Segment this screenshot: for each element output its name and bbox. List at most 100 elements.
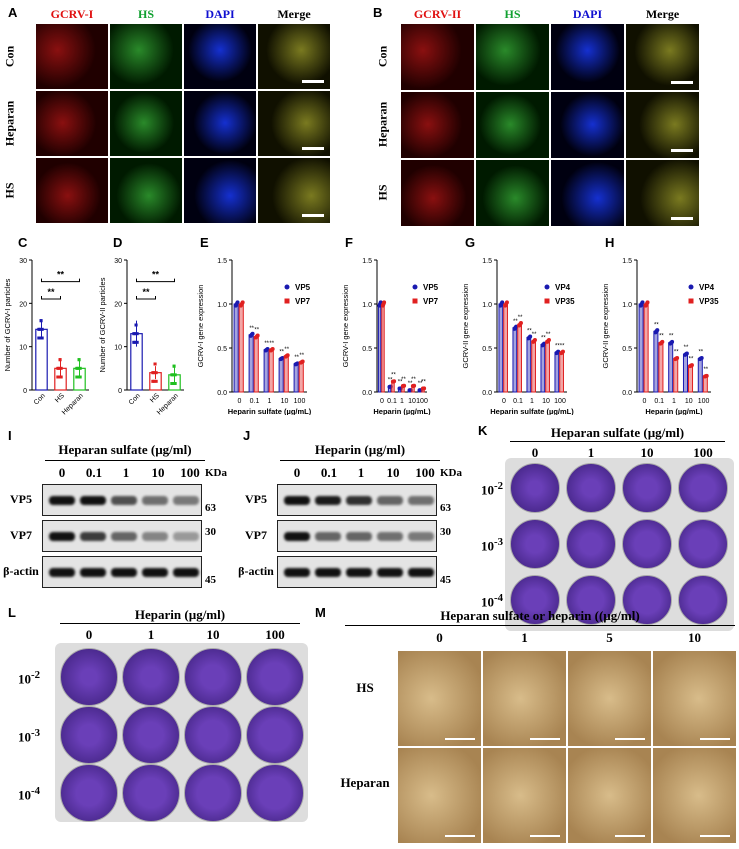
data-point <box>412 383 417 388</box>
y-tick-label: 0 <box>118 388 122 395</box>
significance-mark: ** <box>518 315 523 321</box>
column-label: 1 <box>587 445 595 460</box>
lane-label: 10 <box>386 465 400 480</box>
bar-VP35 <box>673 358 679 393</box>
column-header: Merge <box>645 7 680 21</box>
column-label: 1 <box>147 627 155 642</box>
micrograph <box>475 159 550 227</box>
y-tick-label: 0.0 <box>362 390 372 397</box>
row-label: Con <box>375 45 390 68</box>
protein-band <box>142 532 168 541</box>
blot-title: Heparin (µg/ml) <box>314 442 406 457</box>
legend-marker <box>284 284 290 290</box>
y-tick-label: 1.5 <box>482 258 492 265</box>
micrograph <box>475 91 550 159</box>
micrograph <box>257 157 331 224</box>
y-tick-label: 30 <box>114 258 122 265</box>
bar-VP35 <box>688 365 694 393</box>
x-tick-label: 1 <box>400 398 404 405</box>
bar-VP5 <box>263 349 269 393</box>
data-point <box>152 379 156 383</box>
data-point <box>660 339 665 344</box>
scale-bar <box>615 738 645 740</box>
lane-label: 0.1 <box>85 465 103 480</box>
data-point <box>402 383 407 388</box>
data-point <box>295 361 300 366</box>
data-point <box>56 366 60 370</box>
column-label: 10 <box>640 445 654 460</box>
micrograph <box>183 157 257 224</box>
significance-bracket <box>41 296 61 300</box>
data-point <box>556 349 561 354</box>
y-tick-label: 20 <box>19 301 27 308</box>
bar-VP35 <box>658 342 664 393</box>
data-point <box>40 336 44 340</box>
plate-title: Heparin (µg/ml) <box>134 607 226 622</box>
bar-VP4 <box>668 342 674 393</box>
data-point <box>518 321 523 326</box>
bar-VP4 <box>512 327 518 393</box>
bar-VP4 <box>682 353 689 393</box>
y-axis-label: Number of GCRV-I particles <box>3 278 12 371</box>
protein-band <box>49 568 75 577</box>
bar-VP35 <box>517 323 522 393</box>
micrograph <box>550 91 625 159</box>
scale-bar <box>302 80 324 83</box>
significance-mark: ** <box>546 332 551 338</box>
column-header: HS <box>504 7 521 21</box>
brightfield-image <box>397 747 482 844</box>
blot-title: Heparan sulfate (µg/ml) <box>58 442 192 457</box>
x-tick-label: Con <box>33 392 47 406</box>
data-point <box>300 359 305 364</box>
significance-mark: ** <box>284 347 289 353</box>
x-axis-label: Heparin (µg/mL) <box>373 407 431 415</box>
plaque-well <box>246 764 304 822</box>
column-label: 0 <box>531 445 539 460</box>
lane-label: 0.1 <box>320 465 338 480</box>
blot-row-label: β-actin <box>238 564 274 578</box>
x-tick-label: Heparan <box>156 392 180 415</box>
significance-mark: ** <box>152 270 160 280</box>
significance-mark: ** <box>689 357 694 363</box>
data-point <box>77 358 81 362</box>
panel-label: C <box>18 235 28 250</box>
plaque-well <box>184 764 242 822</box>
column-header: HS <box>137 7 154 21</box>
bar-VP5 <box>248 334 254 393</box>
x-axis-label: Heparin sulfate (µg/mL) <box>228 407 312 415</box>
y-tick-label: 1.0 <box>622 302 632 309</box>
legend-marker <box>284 298 290 304</box>
legend-marker <box>412 298 418 304</box>
row-label: 10-2 <box>480 480 504 498</box>
legend-label: VP5 <box>423 283 439 292</box>
significance-mark: ** <box>408 381 413 387</box>
data-point <box>39 319 43 323</box>
protein-band <box>49 532 75 541</box>
significance-mark: ** <box>401 377 406 383</box>
data-point <box>528 334 533 339</box>
column-label: 10 <box>688 630 701 645</box>
data-point <box>173 373 177 377</box>
significance-mark: ** <box>299 353 304 359</box>
y-tick-label: 1.5 <box>622 258 632 265</box>
significance-mark: ** <box>279 350 284 356</box>
title-underline <box>280 460 440 461</box>
scale-bar <box>302 147 324 150</box>
row-label: HS <box>356 680 374 695</box>
significance-mark: ** <box>264 341 269 347</box>
bar-VP35 <box>545 340 550 393</box>
y-tick-label: 0.0 <box>482 390 492 397</box>
plaque-well <box>566 519 616 569</box>
data-point <box>542 341 547 346</box>
data-point <box>546 338 551 343</box>
data-point <box>704 373 709 378</box>
plaque-well <box>622 519 672 569</box>
data-point <box>504 300 509 305</box>
y-tick-label: 1.0 <box>362 302 372 309</box>
bar-VP4 <box>697 358 703 393</box>
protein-band <box>173 496 199 505</box>
plaque-well <box>184 648 242 706</box>
data-point <box>38 336 42 340</box>
row-label: Heparan <box>340 775 390 790</box>
